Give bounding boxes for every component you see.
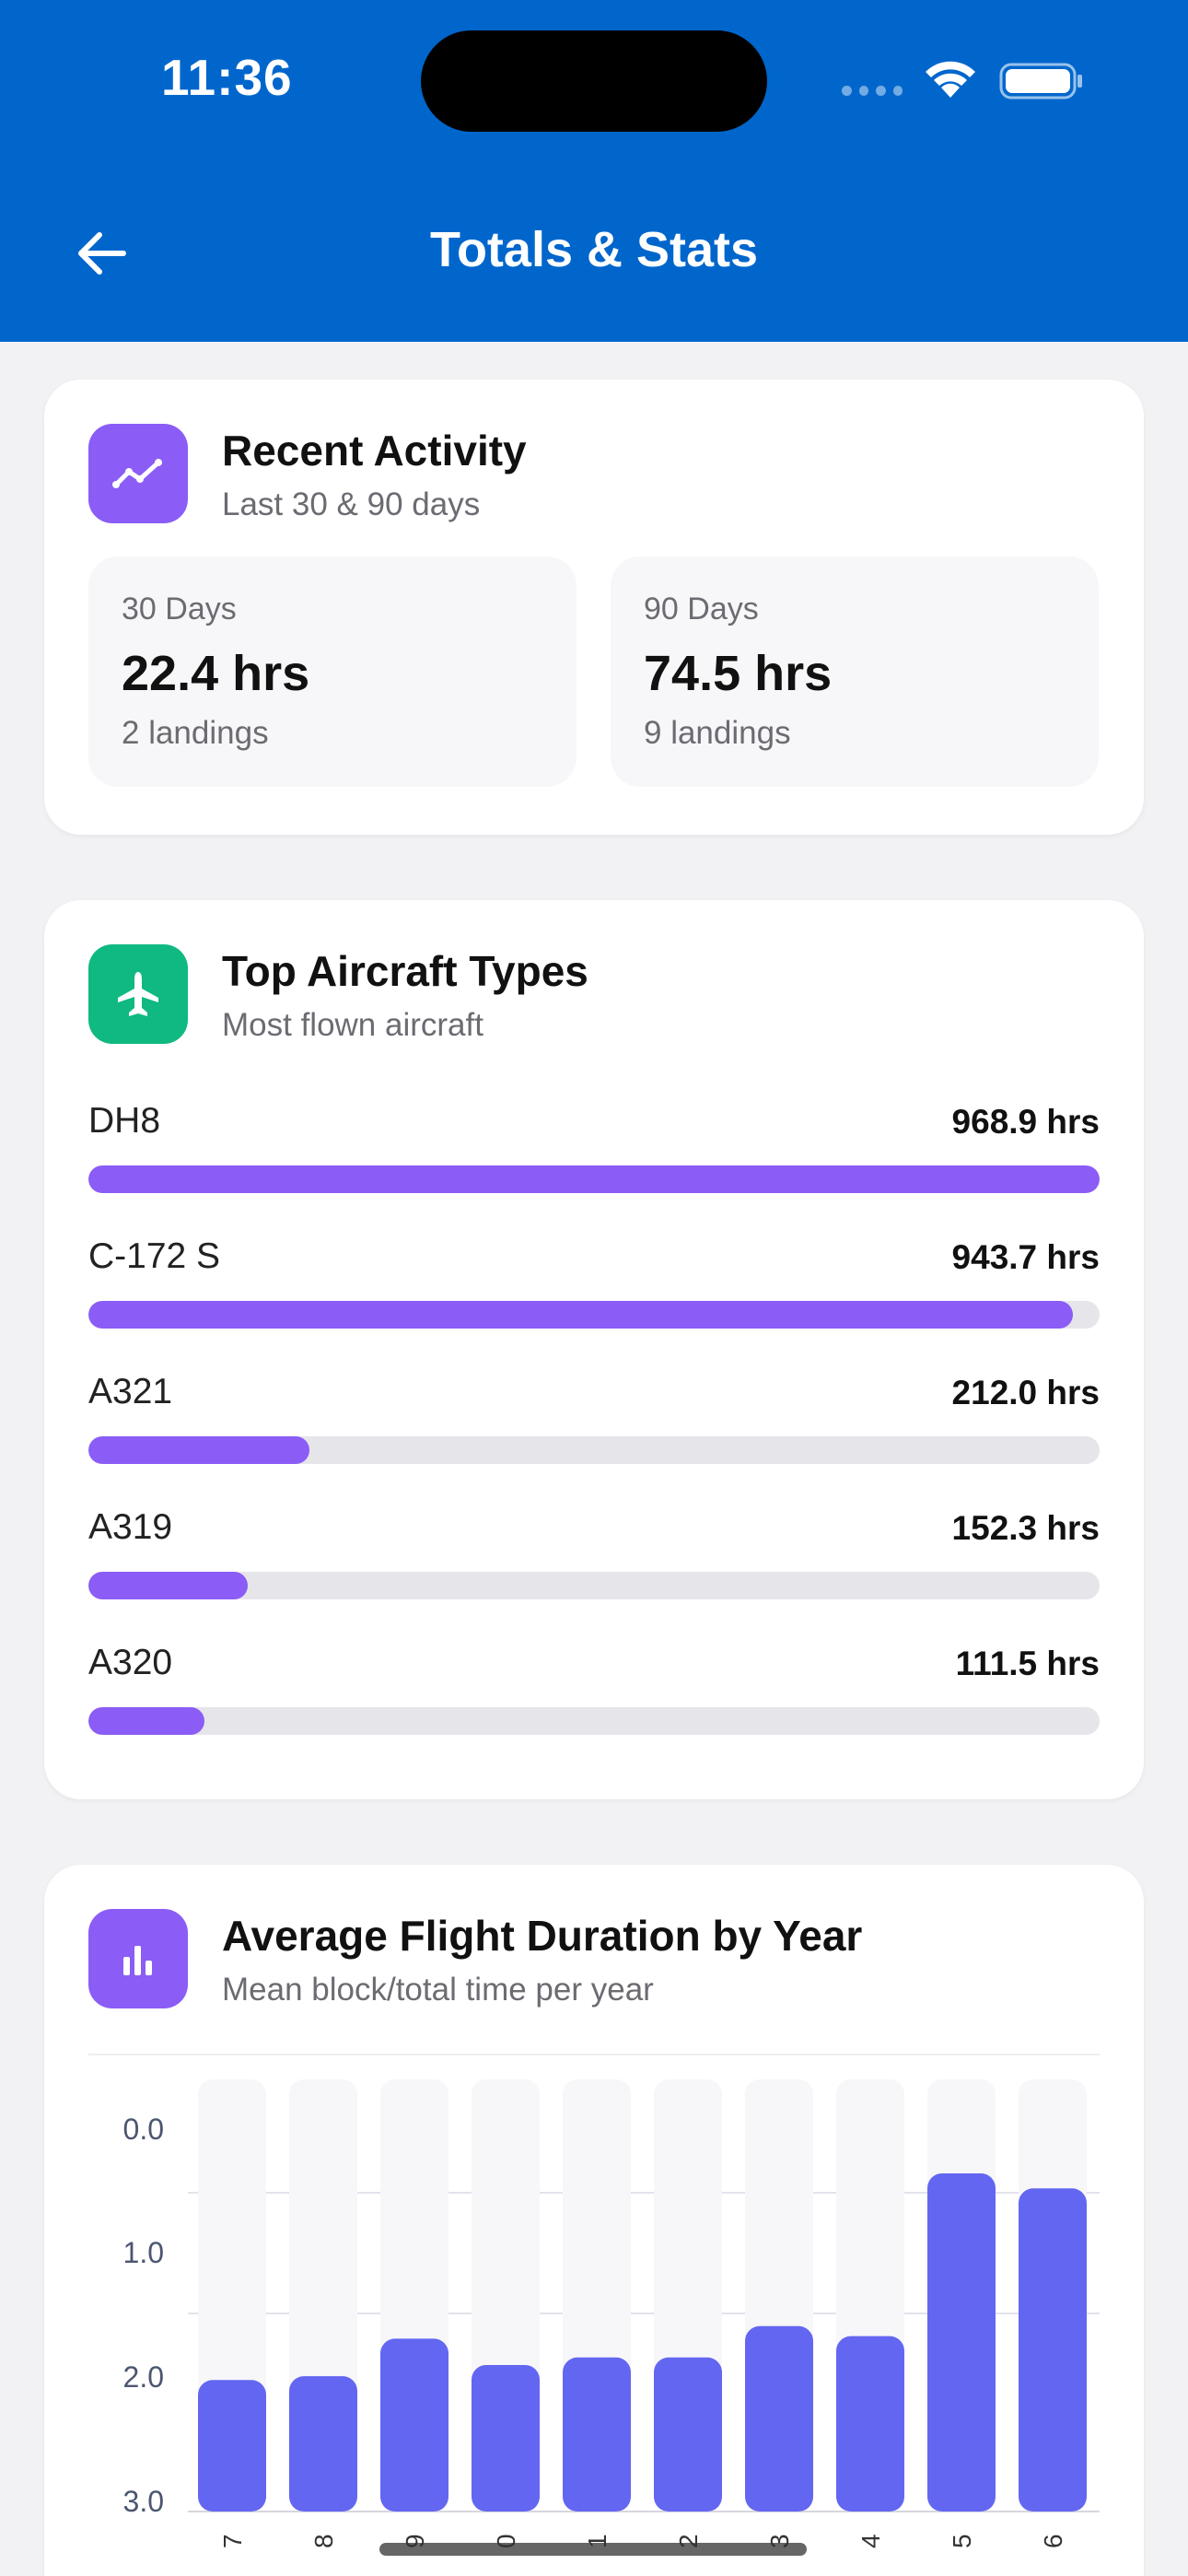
aircraft-name: A321 [88,1372,173,1411]
x-tick-label: 6 [1039,2534,1067,2548]
y-tick-label: 3.0 [123,2485,164,2518]
aircraft-name: A319 [88,1507,173,1547]
stat-label: 30 Days [122,591,237,626]
stat-label: 90 Days [644,591,759,626]
airplane-icon [88,944,188,1044]
aircraft-hours: 968.9 hrs [951,1103,1100,1141]
stat-value: 74.5 hrs [644,646,833,701]
bar-chart-icon [88,1909,188,2008]
aircraft-hours: 152.3 hrs [951,1509,1100,1547]
card-title: Top Aircraft Types [222,947,588,995]
aircraft-bar-track [88,1301,1100,1329]
back-button[interactable] [64,217,138,290]
status-time: 11:36 [161,49,293,106]
aircraft-bar-fill [88,1572,248,1599]
aircraft-name: DH8 [88,1101,161,1141]
aircraft-name: C-172 S [88,1236,221,1276]
card-title: Recent Activity [222,427,527,474]
aircraft-row: C-172 S 943.7 hrs [88,1236,1100,1347]
card-subtitle: Mean block/total time per year [222,1972,654,2008]
chart-bar [745,2325,813,2512]
stat-landings: 9 landings [644,715,791,751]
aircraft-hours: 212.0 hrs [951,1374,1100,1411]
page-title: Totals & Stats [429,222,759,277]
chart-bar [1019,2188,1087,2512]
x-tick-label: 4 [856,2534,885,2548]
dynamic-island [421,30,767,132]
aircraft-bar-fill [88,1707,205,1735]
battery-icon [999,63,1082,100]
stat-box-30-days: 30 Days 22.4 hrs 2 landings [88,556,577,787]
chart-bar [380,2338,448,2512]
chart-bar [198,2380,266,2512]
x-tick-label: 7 [218,2534,247,2548]
chart-bar [927,2172,996,2512]
chart-bar [472,2364,540,2512]
y-tick-label: 1.0 [123,2236,164,2269]
card-title: Average Flight Duration by Year [222,1912,863,1960]
aircraft-bar-track [88,1572,1100,1599]
aircraft-row: A321 212.0 hrs [88,1372,1100,1482]
aircraft-bar-fill [88,1436,310,1464]
chart-bar [654,2357,722,2512]
aircraft-row: A320 111.5 hrs [88,1643,1100,1753]
y-tick-label: 2.0 [123,2360,164,2394]
aircraft-bar-track [88,1436,1100,1464]
y-tick-label: 0.0 [123,2113,164,2146]
home-indicator [379,2543,807,2556]
recent-activity-card: Recent Activity Last 30 & 90 days 30 Day… [44,380,1144,835]
aircraft-bar-fill [88,1165,1100,1193]
x-tick-label: 5 [948,2534,976,2548]
aircraft-name: A320 [88,1643,173,1682]
aircraft-row: A319 152.3 hrs [88,1507,1100,1618]
avg-duration-card: Average Flight Duration by Year Mean blo… [44,1865,1144,2576]
aircraft-row: DH8 968.9 hrs [88,1101,1100,1212]
card-subtitle: Most flown aircraft [222,1007,483,1043]
chart-divider [88,2054,1100,2055]
stat-value: 22.4 hrs [122,646,310,701]
aircraft-bar-track [88,1707,1100,1735]
chart-bar [563,2357,631,2512]
stat-box-90-days: 90 Days 74.5 hrs 9 landings [611,556,1099,787]
top-aircraft-card: Top Aircraft Types Most flown aircraft D… [44,900,1144,1799]
aircraft-bar-track [88,1165,1100,1193]
stat-landings: 2 landings [122,715,269,751]
card-subtitle: Last 30 & 90 days [222,486,481,522]
aircraft-hours: 943.7 hrs [951,1238,1100,1276]
arrow-left-icon [78,232,126,275]
activity-trend-icon [88,424,188,523]
x-tick-label: 8 [309,2534,338,2548]
duration-chart: 0.01.02.03.07 8 9 0 1 2 3 4 5 6 [123,2079,1100,2548]
wifi-icon [926,61,975,98]
chart-bar [836,2336,904,2512]
app-header: 11:36 Totals & Stats [0,0,1188,342]
chart-bar [289,2376,357,2512]
aircraft-hours: 111.5 hrs [955,1645,1100,1682]
cellular-signal-icon [842,86,903,99]
aircraft-bar-fill [88,1301,1074,1329]
